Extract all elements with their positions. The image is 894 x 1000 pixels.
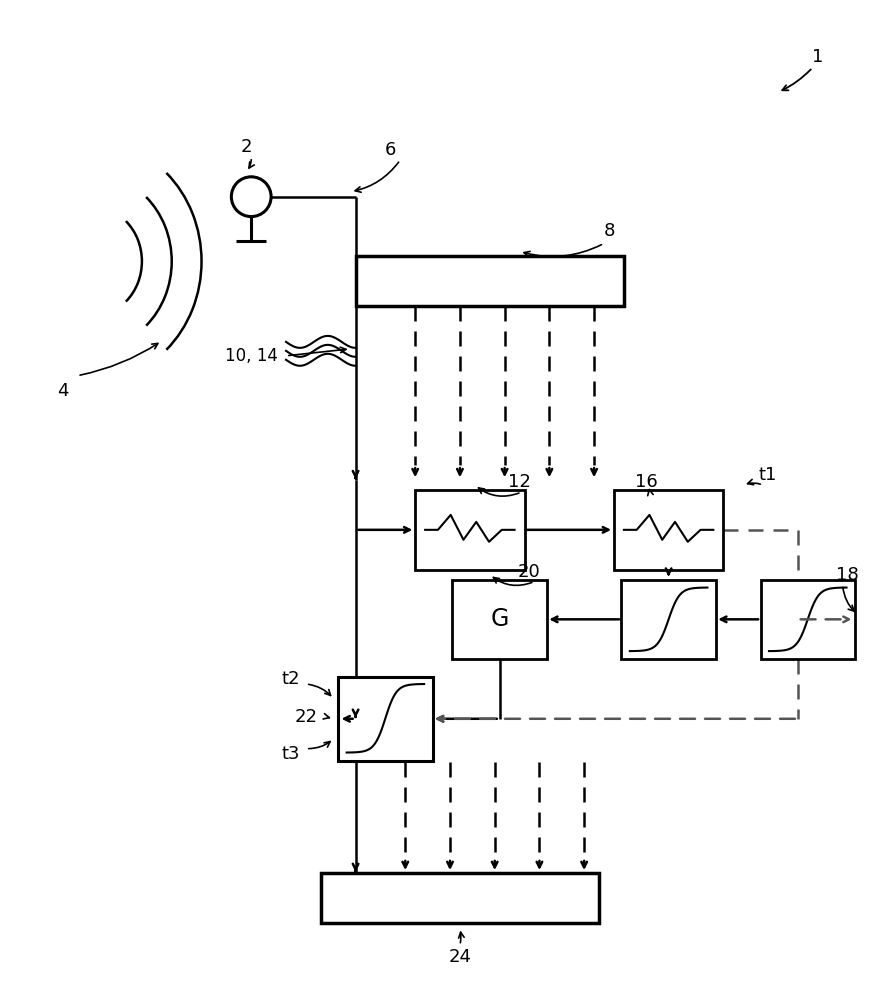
Text: t3: t3 bbox=[282, 745, 300, 763]
Text: 2: 2 bbox=[240, 138, 252, 156]
Text: 18: 18 bbox=[836, 566, 859, 584]
Text: t2: t2 bbox=[282, 670, 300, 688]
Bar bbox=[356, 256, 624, 306]
Text: 16: 16 bbox=[636, 473, 658, 491]
Text: 12: 12 bbox=[508, 473, 531, 491]
Text: 4: 4 bbox=[56, 382, 68, 400]
Bar bbox=[415, 490, 525, 570]
Text: 10, 14: 10, 14 bbox=[224, 347, 278, 365]
Text: 1: 1 bbox=[812, 48, 823, 66]
Text: 6: 6 bbox=[384, 141, 396, 159]
Bar bbox=[614, 490, 723, 570]
Text: G: G bbox=[491, 607, 509, 631]
Bar bbox=[452, 580, 547, 659]
Text: 20: 20 bbox=[519, 563, 541, 581]
Bar bbox=[338, 677, 433, 761]
Text: 22: 22 bbox=[294, 708, 317, 726]
Text: t1: t1 bbox=[759, 466, 777, 484]
Text: 24: 24 bbox=[449, 948, 471, 966]
Bar bbox=[321, 873, 599, 923]
Bar bbox=[761, 580, 855, 659]
Text: 8: 8 bbox=[603, 223, 615, 240]
Bar bbox=[621, 580, 716, 659]
